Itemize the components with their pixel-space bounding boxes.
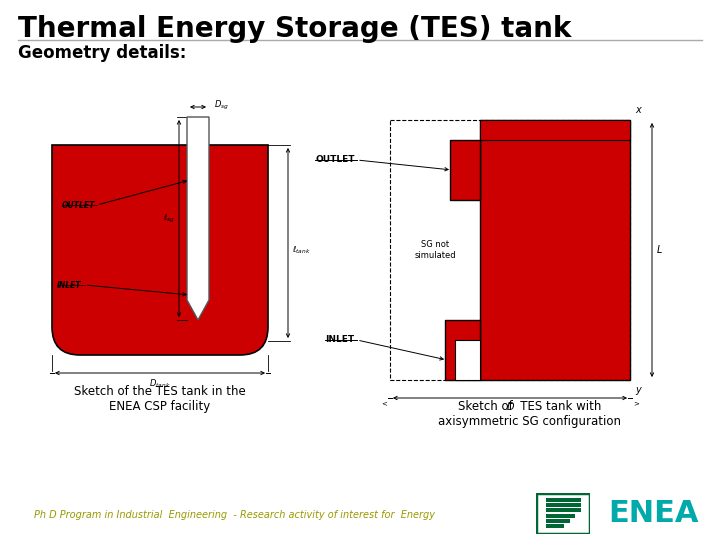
Text: >: >	[633, 400, 639, 406]
Bar	[546, 519, 570, 523]
Text: SG not
simulated: SG not simulated	[414, 240, 456, 260]
Polygon shape	[187, 117, 209, 320]
PathPatch shape	[52, 145, 268, 355]
Bar	[480, 120, 630, 380]
Text: y: y	[635, 385, 641, 395]
Text: L: L	[657, 245, 662, 255]
Text: $D_{tank}$: $D_{tank}$	[149, 377, 171, 389]
Text: ENEA: ENEA	[608, 499, 698, 528]
Text: D: D	[506, 402, 514, 412]
Text: <: <	[381, 400, 387, 406]
Text: x: x	[635, 105, 641, 115]
Text: OUTLET: OUTLET	[62, 200, 95, 210]
Bar	[546, 509, 580, 512]
Bar	[546, 503, 580, 507]
Text: Ph D Program in Industrial  Engineering  - Research activity of interest for  En: Ph D Program in Industrial Engineering -…	[35, 510, 436, 520]
Text: $\ell_{tank}$: $\ell_{tank}$	[292, 244, 311, 256]
Text: INLET: INLET	[57, 280, 81, 289]
Text: Sketch of  TES tank with
axisymmetric SG configuration: Sketch of TES tank with axisymmetric SG …	[438, 400, 621, 428]
Text: Thermal Energy Storage (TES) tank: Thermal Energy Storage (TES) tank	[18, 15, 572, 43]
Bar	[546, 498, 580, 502]
Text: $\ell_{sg}$: $\ell_{sg}$	[163, 212, 175, 225]
Bar	[455, 340, 480, 380]
Text: Sketch of the TES tank in the
ENEA CSP facility: Sketch of the TES tank in the ENEA CSP f…	[74, 385, 246, 413]
Bar	[450, 140, 480, 200]
Bar	[546, 524, 564, 528]
Text: Geometry details:: Geometry details:	[18, 44, 186, 62]
Text: OUTLET: OUTLET	[315, 156, 354, 165]
Text: INLET: INLET	[325, 335, 354, 345]
Bar	[546, 514, 575, 518]
Bar	[445, 320, 480, 380]
Text: $D_{sg}$: $D_{sg}$	[214, 98, 229, 112]
Bar	[480, 120, 630, 140]
